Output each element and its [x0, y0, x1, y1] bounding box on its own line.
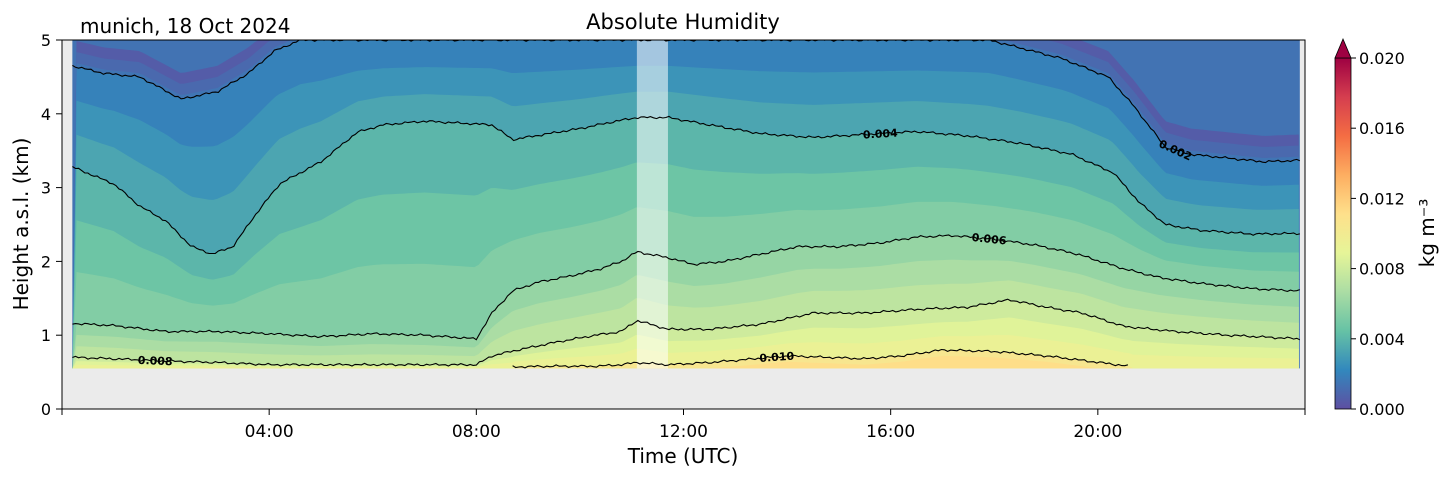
contour-label-0.006: 0.006	[971, 231, 1007, 248]
y-tick-label: 1	[41, 326, 51, 345]
x-tick-label: 08:00	[452, 422, 501, 442]
x-tick-label: 16:00	[866, 422, 915, 442]
contour-0.002	[72, 40, 1301, 164]
colorbar-fill	[1334, 57, 1352, 410]
contour-0.006	[72, 234, 1300, 341]
contour-label-0.008: 0.008	[138, 354, 173, 368]
y-tick-label: 0	[41, 400, 51, 419]
colorbar-label: kg m⁻³	[1415, 199, 1439, 268]
contour-0.008	[72, 298, 1301, 367]
x-tick-label: 20:00	[1073, 422, 1122, 442]
x-tick-label: 04:00	[245, 422, 294, 442]
field-band	[72, 355, 1299, 369]
x-axis-label: Time (UTC)	[627, 444, 739, 468]
y-axis-ticks: 0 1 2 3 4 5	[41, 31, 62, 419]
chart-subtitle: munich, 18 Oct 2024	[80, 14, 290, 38]
y-axis-label: Height a.s.l. (km)	[9, 138, 33, 311]
colorbar-tick-label: 0.012	[1359, 189, 1405, 208]
y-tick-label: 4	[41, 105, 51, 124]
contour-lines	[72, 40, 1301, 369]
colorbar-tick-label: 0.020	[1359, 49, 1405, 68]
colorbar-extend-arrow	[1334, 37, 1352, 59]
colorbar: 0.000 0.004 0.008 0.012 0.016 0.020 kg m⁻³	[1334, 37, 1439, 419]
missing-data-band	[636, 40, 668, 369]
colorbar-tick-label: 0.016	[1359, 119, 1405, 138]
x-tick-label: 12:00	[659, 422, 708, 442]
colorbar-tick-label: 0.008	[1359, 260, 1405, 279]
colorbar-tick-label: 0.000	[1359, 400, 1405, 419]
colorbar-tick-label: 0.004	[1359, 330, 1405, 349]
humidity-field	[72, 40, 1300, 369]
contour-0.004	[72, 115, 1300, 255]
y-tick-label: 2	[41, 252, 51, 271]
contour-0.010	[512, 348, 1129, 369]
colorbar-ticks: 0.000 0.004 0.008 0.012 0.016 0.020	[1351, 49, 1405, 419]
y-tick-label: 5	[41, 31, 51, 50]
contour-label-0.004: 0.004	[863, 127, 899, 142]
contour-label-0.010: 0.010	[759, 350, 795, 365]
chart-title: Absolute Humidity	[586, 10, 780, 34]
x-axis-ticks: 04:00 08:00 12:00 16:00 20:00	[61, 409, 1306, 442]
y-tick-label: 3	[41, 179, 51, 198]
